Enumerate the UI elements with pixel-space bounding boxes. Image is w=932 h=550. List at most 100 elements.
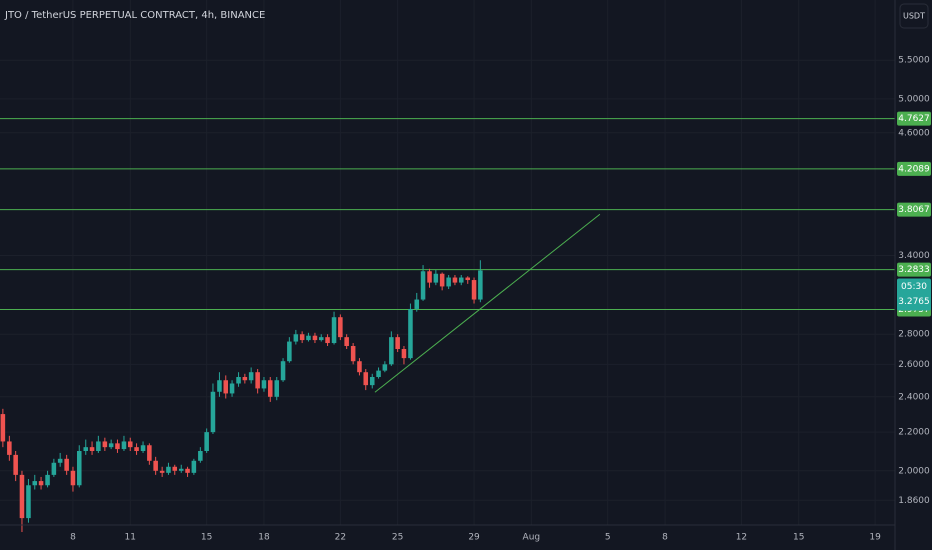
candle-body	[318, 337, 324, 341]
y-tick-label: 2.6000	[898, 360, 930, 370]
x-tick-label: 22	[335, 533, 346, 543]
candle-body	[121, 441, 127, 450]
candle-body	[465, 277, 471, 281]
candle-body	[108, 443, 114, 448]
candle-body	[274, 380, 280, 397]
candle-body	[134, 447, 139, 452]
candle-body	[185, 468, 190, 473]
currency-label[interactable]: USDT	[903, 12, 925, 21]
candle-body	[395, 337, 400, 350]
candle-body	[280, 361, 286, 381]
candle-body	[153, 460, 158, 471]
candle-body	[0, 414, 6, 442]
candle-body	[57, 458, 63, 463]
candle-body	[325, 337, 330, 344]
trend-line	[374, 213, 601, 393]
y-tick-label: 2.2000	[898, 428, 930, 438]
candle-body	[357, 361, 362, 373]
candle-body	[127, 441, 133, 448]
candle-body	[70, 470, 76, 486]
candle-body	[287, 341, 292, 362]
x-tick-label: 8	[662, 533, 668, 543]
candle-body	[446, 277, 451, 287]
candle-body	[38, 481, 44, 486]
x-tick-label: 8	[70, 533, 76, 543]
candle-body	[76, 451, 82, 486]
candle-body	[83, 447, 89, 452]
candle-body	[471, 280, 477, 300]
candle-body	[299, 334, 305, 341]
candle-body	[223, 380, 229, 394]
candle-body	[439, 273, 445, 287]
candle-body	[166, 466, 171, 473]
candle-body	[204, 432, 209, 452]
x-tick-label: 29	[468, 533, 480, 543]
currency-button[interactable]	[899, 3, 929, 29]
candle-body	[198, 451, 203, 461]
last-price-box	[897, 278, 931, 311]
candle-body	[229, 383, 235, 394]
level-label-box	[897, 161, 931, 176]
candle-body	[312, 335, 318, 341]
y-tick-label: 1.8600	[898, 496, 930, 506]
candle-body	[172, 466, 178, 471]
level-label-box	[897, 111, 931, 126]
level-label: 4.7627	[898, 114, 930, 124]
axes: 1.8600 2.0000 2.2000 2.4000 2.6000 2.8000 3.40…	[70, 56, 931, 543]
candle-body	[236, 377, 241, 384]
candle-body	[255, 372, 260, 389]
y-tick-label: 2.0000	[898, 466, 930, 476]
candle-body	[382, 364, 388, 371]
candle-body	[306, 335, 311, 341]
candle-body	[433, 273, 439, 283]
candle-body	[242, 377, 248, 381]
candle-body	[389, 337, 394, 365]
level-label-box	[897, 202, 931, 217]
candle-body	[331, 317, 337, 344]
candle-body	[261, 380, 267, 389]
y-tick-label: 2.8000	[898, 330, 930, 340]
x-tick-label: 5	[605, 533, 611, 543]
candle-body	[191, 460, 197, 473]
candle-body	[217, 380, 222, 392]
candle-body	[210, 391, 216, 433]
level-label-box	[897, 262, 931, 277]
candle-body	[293, 334, 299, 342]
candle-body	[51, 462, 57, 475]
candles	[0, 260, 483, 533]
candle-body	[267, 380, 273, 397]
candle-body	[19, 474, 25, 519]
x-tick-label: 19	[869, 533, 881, 543]
y-tick-label: 5.5000	[898, 56, 930, 66]
candle-body	[452, 277, 458, 283]
candle-body	[401, 349, 407, 359]
candle-body	[159, 470, 165, 473]
candle-body	[363, 372, 369, 386]
candle-body	[89, 447, 95, 452]
candle-body	[420, 271, 426, 300]
candle-body	[350, 346, 356, 362]
candle-body	[178, 468, 184, 471]
candle-body	[7, 441, 12, 455]
x-tick-label: 15	[201, 533, 212, 543]
level-label: 3.2833	[898, 265, 930, 275]
grid	[0, 0, 895, 525]
candle-body	[414, 299, 420, 309]
candle-body	[427, 271, 432, 283]
candle-body	[32, 481, 38, 486]
candle-body	[248, 372, 254, 381]
y-tick-label: 2.4000	[898, 392, 930, 402]
candle-body	[140, 445, 146, 452]
candle-body	[102, 441, 108, 448]
candle-body	[408, 308, 413, 359]
candle-body	[344, 337, 349, 347]
x-tick-label: 18	[258, 533, 270, 543]
candle-body	[338, 317, 343, 338]
candle-body	[376, 370, 381, 378]
last-price-label: 3.2765	[898, 297, 930, 307]
levels	[0, 118, 895, 393]
y-tick-label: 3.4000	[898, 251, 930, 261]
